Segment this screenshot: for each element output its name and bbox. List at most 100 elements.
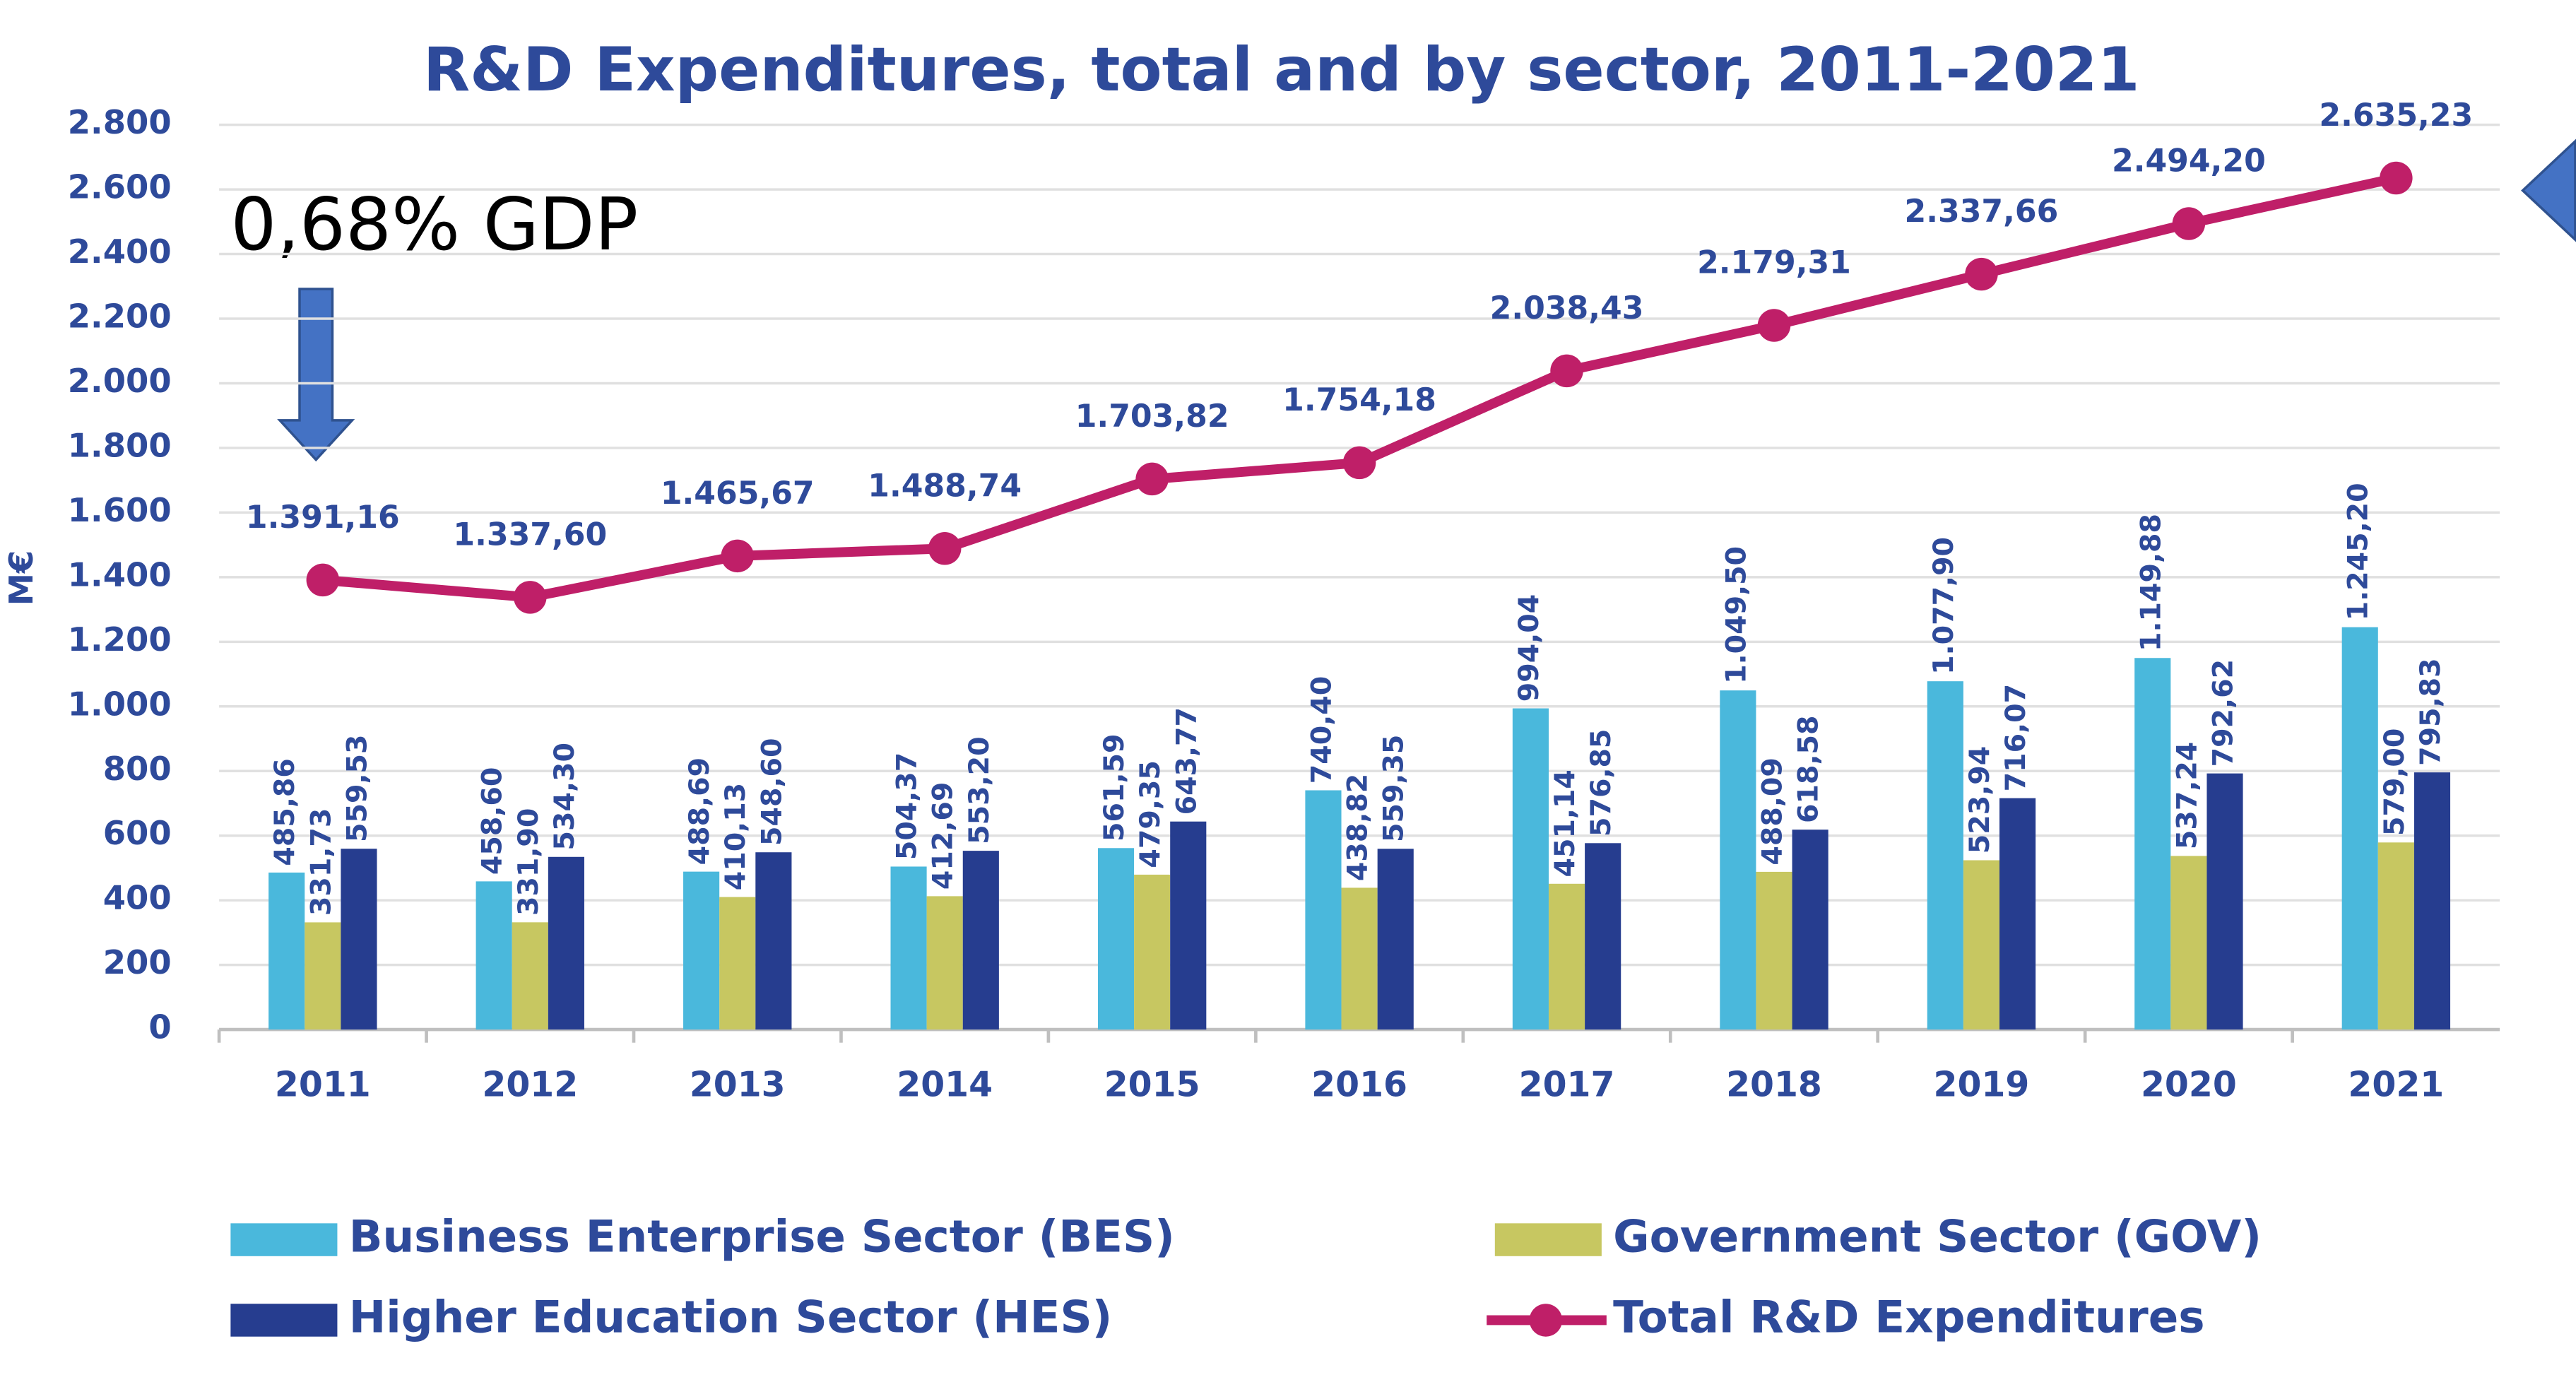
line-value-label: 1.337,60 [453, 516, 607, 553]
legend-swatch [1494, 1223, 1602, 1256]
bar-value-label: 537,24 [2170, 742, 2203, 849]
line-point [2380, 161, 2413, 195]
bar [926, 896, 963, 1030]
bar [719, 897, 756, 1030]
bar [1756, 871, 1792, 1030]
bar-value-label: 579,00 [2378, 728, 2411, 836]
x-tick-label: 2013 [690, 1064, 786, 1104]
x-tick-label: 2011 [275, 1064, 371, 1104]
line-point [1757, 309, 1791, 342]
bar [548, 856, 584, 1030]
bar [755, 852, 792, 1030]
bar-value-label: 451,14 [1549, 769, 1581, 877]
bar-value-label: 559,35 [1378, 735, 1410, 842]
x-tick-label: 2012 [482, 1064, 578, 1104]
bar-value-label: 553,20 [963, 736, 995, 844]
bar [1341, 887, 1378, 1030]
bar-value-label: 618,58 [1792, 715, 1825, 822]
legend-marker [1529, 1304, 1563, 1337]
bar-value-label: 561,59 [1098, 734, 1130, 842]
bar [1927, 681, 1963, 1030]
bar [1134, 874, 1171, 1030]
bar-value-label: 559,53 [341, 734, 373, 842]
line-value-label: 2.038,43 [1490, 290, 1644, 326]
bar [1999, 798, 2036, 1030]
bar-value-label: 458,60 [476, 767, 509, 875]
bar-value-label: 504,37 [891, 752, 923, 860]
bar [2134, 658, 2171, 1030]
bar [268, 872, 305, 1030]
bar [341, 849, 377, 1030]
bar-value-label: 643,77 [1170, 707, 1203, 815]
legend-swatch [230, 1223, 338, 1256]
bar-value-label: 994,04 [1513, 594, 1545, 702]
bar-value-label: 548,60 [755, 738, 788, 845]
y-tick-label: 0 [148, 1008, 171, 1046]
arrow-left [2521, 138, 2576, 242]
y-tick-label: 2.000 [68, 362, 172, 400]
y-tick-label: 1.000 [68, 685, 172, 723]
line-value-label: 1.488,74 [868, 468, 1022, 504]
line-value-label: 1.391,16 [246, 500, 400, 536]
bar [683, 871, 720, 1030]
legend-swatch [230, 1304, 338, 1337]
bar [2377, 842, 2414, 1030]
x-tick-label: 2020 [2141, 1064, 2237, 1104]
line-point [306, 563, 340, 597]
bar-value-label: 576,85 [1585, 729, 1617, 837]
bar [1585, 843, 1621, 1030]
bar-value-label: 331,90 [512, 808, 545, 916]
bar-value-label: 792,62 [2207, 659, 2240, 767]
x-tick-label: 2019 [1934, 1064, 2030, 1104]
bar-value-label: 1.245,20 [2342, 483, 2375, 620]
line-value-label: 2.635,23 [2319, 98, 2473, 134]
bar [2170, 856, 2207, 1030]
bar-value-label: 438,82 [1342, 774, 1374, 881]
bar-value-label: 1.149,88 [2134, 514, 2167, 651]
line-value-label: 2.494,20 [2112, 143, 2266, 179]
bar [1512, 708, 1549, 1030]
x-tick-label: 2016 [1311, 1064, 1407, 1104]
bar-value-label: 716,07 [1999, 684, 2032, 791]
bar [1377, 849, 1414, 1030]
bar [475, 881, 512, 1030]
x-tick-label: 2021 [2348, 1064, 2444, 1104]
legend-label: Higher Education Sector (HES) [349, 1292, 1113, 1343]
x-tick-label: 2015 [1104, 1064, 1200, 1104]
y-tick-label: 600 [103, 814, 172, 852]
arrow-down [277, 288, 355, 462]
y-tick-label: 1.200 [68, 620, 172, 659]
bar [512, 922, 548, 1030]
bar-value-label: 485,86 [268, 758, 301, 866]
bar [1305, 790, 1342, 1030]
legend-label: Government Sector (GOV) [1613, 1211, 2262, 1263]
x-tick-label: 2018 [1726, 1064, 1822, 1104]
line-point [1965, 257, 1998, 291]
y-tick-label: 2.400 [68, 232, 172, 271]
y-tick-label: 2.600 [68, 168, 172, 206]
x-tick-label: 2017 [1519, 1064, 1615, 1104]
bar-value-label: 331,73 [305, 808, 337, 916]
bar-value-label: 740,40 [1305, 676, 1337, 784]
y-tick-label: 1.600 [68, 491, 172, 529]
bar [890, 866, 927, 1030]
y-tick-label: 2.200 [68, 297, 172, 336]
line-value-label: 2.179,31 [1697, 244, 1851, 281]
bar-value-label: 523,94 [1963, 746, 1996, 854]
line-value-label: 1.465,67 [661, 476, 815, 512]
bar-value-label: 1.077,90 [1927, 537, 1960, 675]
y-tick-label: 400 [103, 879, 172, 917]
bar [305, 922, 341, 1030]
bar [1170, 821, 1207, 1030]
bar-value-label: 1.049,50 [1720, 546, 1752, 684]
bar [962, 851, 999, 1030]
x-tick-label: 2014 [897, 1064, 993, 1104]
y-tick-label: 1.800 [68, 426, 172, 464]
chart-title: R&D Expenditures, total and by sector, 2… [423, 35, 2139, 105]
bar [1097, 848, 1135, 1030]
y-tick-label: 2.800 [68, 103, 172, 141]
bar-value-label: 488,09 [1756, 757, 1788, 865]
line-point [928, 532, 962, 565]
legend-label: Total R&D Expenditures [1613, 1292, 2204, 1343]
